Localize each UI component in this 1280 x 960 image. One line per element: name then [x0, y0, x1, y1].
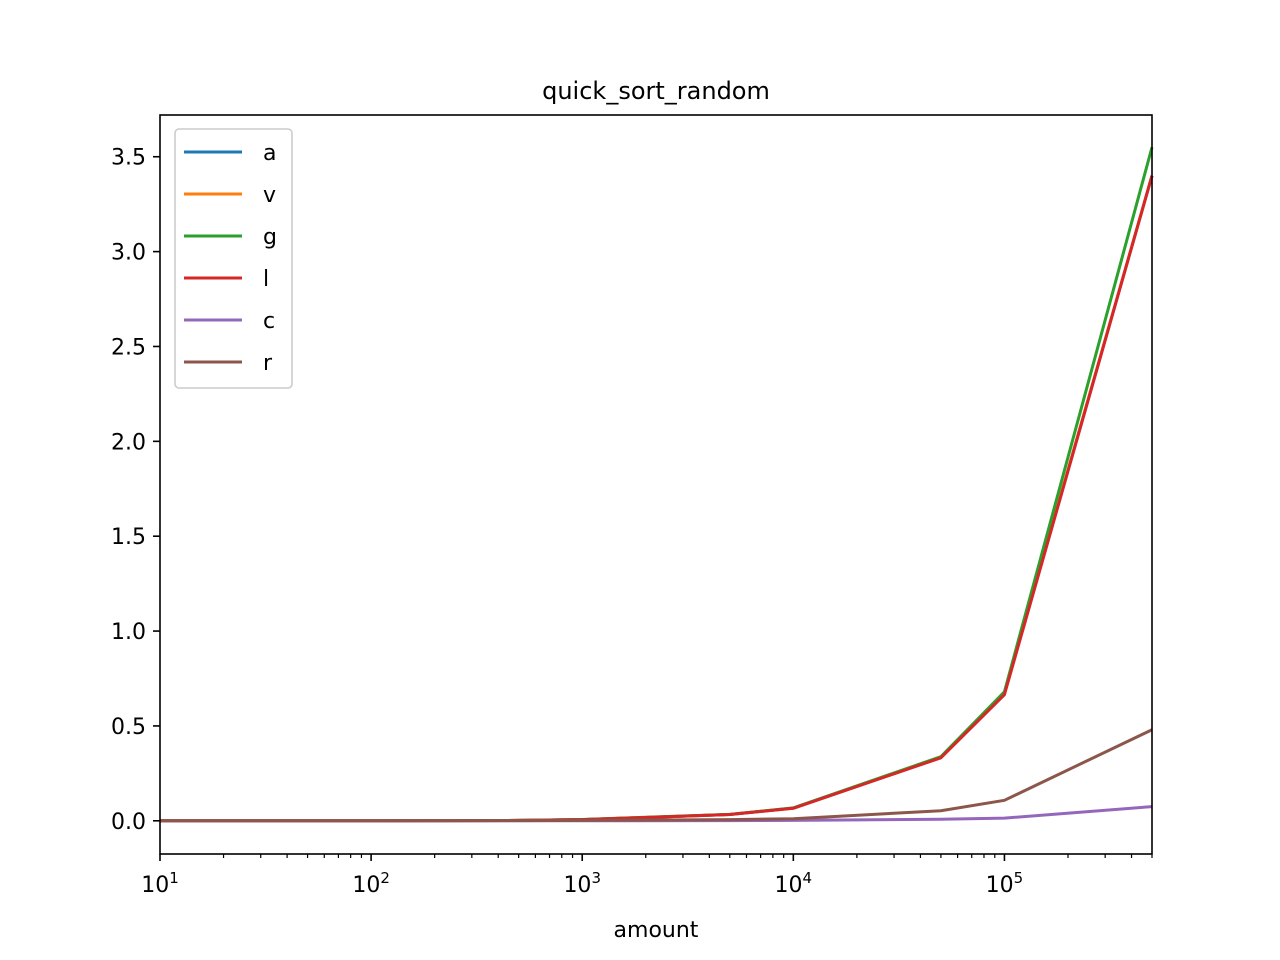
plot-lines [160, 146, 1154, 823]
x-axis: 101 102 103 104 105 [141, 854, 1153, 898]
y-axis: 0.0 0.5 1.0 1.5 2.0 2.5 3.0 3.5 [111, 146, 160, 835]
legend-label-v: v [263, 183, 276, 208]
x-axis-label: amount [614, 918, 699, 943]
y-tick-label: 3.5 [111, 146, 146, 171]
y-tick-label: 0.0 [111, 810, 146, 835]
x-tick-label: 105 [986, 869, 1024, 898]
series-line-r [160, 728, 1153, 823]
legend-label-r: r [263, 351, 273, 376]
y-tick-label: 1.5 [111, 525, 146, 550]
y-tick-label: 1.0 [111, 620, 146, 645]
x-tick-label: 104 [775, 869, 813, 898]
plot-frame [159, 114, 1153, 855]
x-tick-label: 102 [352, 869, 390, 898]
y-tick-label: 2.0 [111, 430, 146, 455]
x-tick-label: 103 [563, 869, 601, 898]
legend-label-c: c [263, 309, 275, 334]
legend-label-l: l [263, 267, 269, 292]
legend-label-g: g [263, 225, 277, 250]
y-tick-label: 2.5 [111, 335, 146, 360]
legend-box [174, 128, 293, 389]
y-tick-label: 0.5 [111, 715, 146, 740]
x-tick-label: 101 [141, 869, 179, 898]
legend-label-a: a [263, 141, 276, 166]
chart-title: quick_sort_random [542, 77, 770, 105]
y-tick-label: 3.0 [111, 241, 146, 266]
